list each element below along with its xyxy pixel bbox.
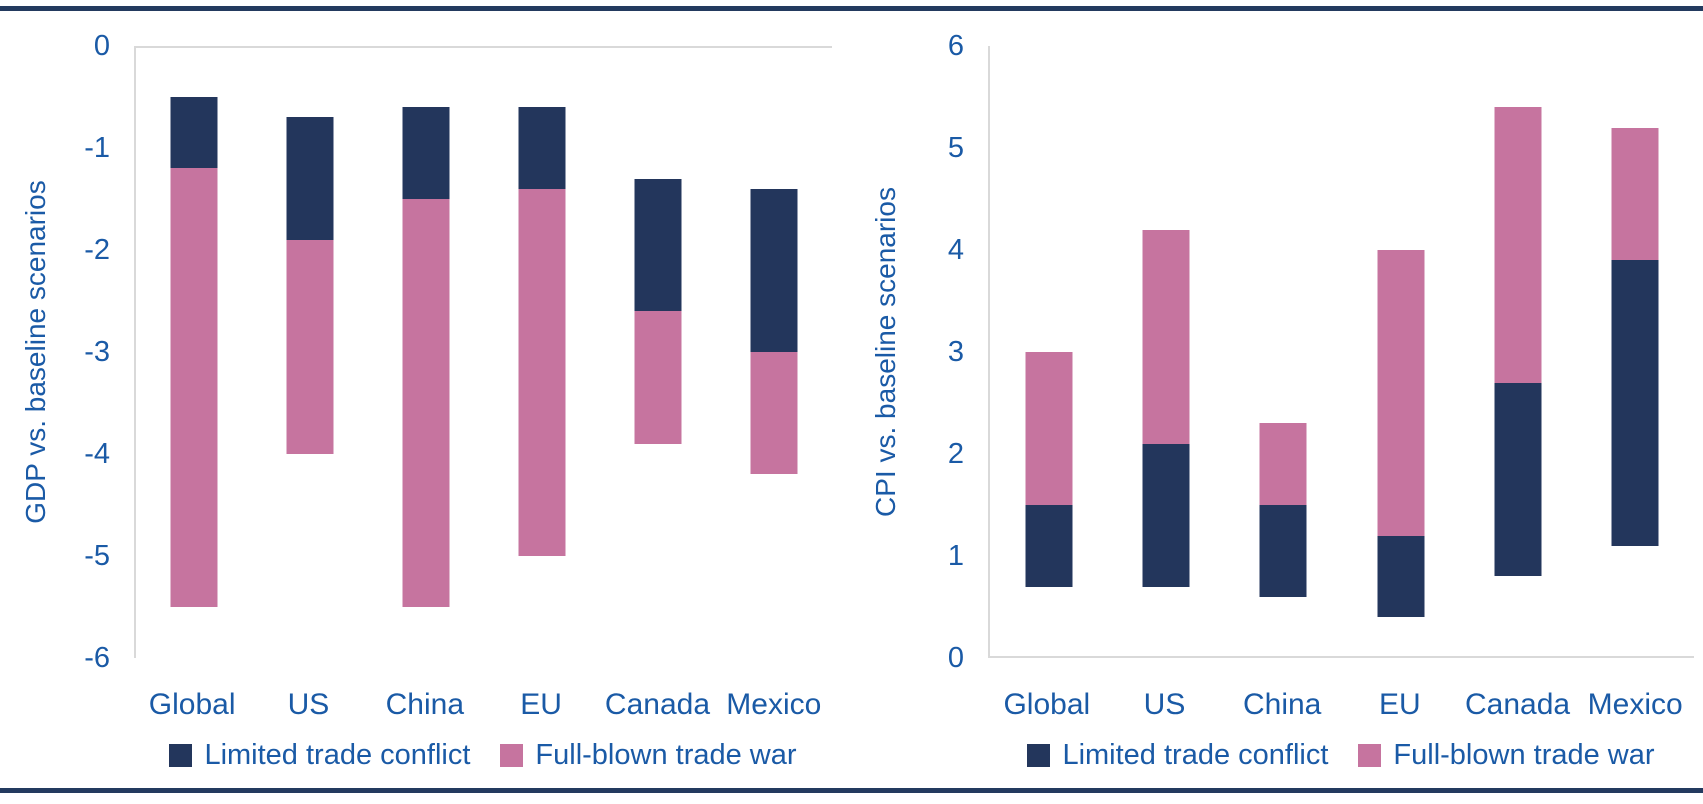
x-axis-label-china: China [1242, 688, 1322, 721]
x-axis-label-china: China [385, 688, 465, 721]
bar-segment-full-eu [518, 188, 566, 556]
category-band-canada [1459, 46, 1576, 658]
category-band-us [1107, 46, 1224, 658]
category-band-us [252, 46, 368, 658]
legend-label-limited: Limited trade conflict [1062, 738, 1329, 771]
y-tick-label: 5 [947, 132, 964, 164]
category-band-canada [600, 46, 716, 658]
x-axis-label-us: US [287, 688, 330, 721]
bar-segment-full-china [1259, 423, 1307, 505]
bar-segment-full-us [1142, 229, 1190, 444]
bar-segment-full-global [170, 168, 218, 607]
y-tick-label: -5 [84, 540, 110, 572]
category-band-mexico [716, 46, 832, 658]
x-axis-label-canada: Canada [604, 688, 711, 721]
bar-segment-full-canada [1494, 107, 1542, 383]
bar-segment-full-mexico [750, 352, 798, 475]
legend-item-full: Full-blown trade war [1358, 738, 1655, 772]
x-axis-labels: Global US China EU Canada Mexico [988, 686, 1694, 724]
bar-segment-full-canada [634, 311, 682, 444]
legend: Limited trade conflict Full-blown trade … [134, 738, 832, 772]
legend-swatch-full [500, 743, 524, 767]
x-axis-label-mexico: Mexico [726, 688, 822, 721]
bar-segment-limited-mexico [1611, 260, 1659, 546]
legend-swatch-full [1358, 743, 1382, 767]
bar-segment-limited-us [1142, 443, 1190, 587]
legend-label-full: Full-blown trade war [535, 738, 797, 771]
category-band-global [990, 46, 1107, 658]
zero-axis-line [136, 46, 832, 48]
bar-segment-full-us [286, 239, 334, 454]
x-axis-label-canada: Canada [1464, 688, 1571, 721]
x-axis-label-global: Global [1003, 688, 1091, 721]
bar-segment-limited-eu [518, 107, 566, 189]
y-tick-label: 1 [947, 540, 964, 572]
x-axis-labels: Global US China EU Canada Mexico [134, 686, 832, 724]
plot-area [988, 46, 1694, 658]
category-band-china [1225, 46, 1342, 658]
legend-swatch-limited [1027, 743, 1051, 767]
legend-item-full: Full-blown trade war [500, 738, 797, 772]
legend-swatch-limited [169, 743, 193, 767]
legend-label-full: Full-blown trade war [1393, 738, 1655, 771]
x-axis-label-mexico: Mexico [1587, 688, 1683, 721]
plot-area [134, 46, 832, 658]
category-band-eu [484, 46, 600, 658]
x-axis-label-eu: EU [520, 688, 562, 721]
bar-segment-limited-china [402, 107, 450, 199]
y-tick-label: 6 [947, 30, 964, 62]
legend-item-limited: Limited trade conflict [1027, 739, 1328, 772]
bar-segment-full-china [402, 199, 450, 607]
category-band-global [136, 46, 252, 658]
y-tick-label: -4 [84, 438, 110, 470]
y-tick-label: -3 [84, 336, 110, 368]
category-band-mexico [1577, 46, 1694, 658]
y-tick-label: 2 [947, 438, 964, 470]
bar-segment-full-mexico [1611, 127, 1659, 261]
y-tick-label: -2 [84, 234, 110, 266]
bar-segment-limited-global [170, 97, 218, 169]
y-tick-label: -6 [84, 642, 110, 674]
y-tick-label: 0 [947, 642, 964, 674]
bar-segment-limited-canada [1494, 382, 1542, 577]
bottom-border-rule [0, 788, 1703, 793]
y-tick-label: -1 [84, 132, 110, 164]
y-tick-label: 0 [93, 30, 110, 62]
bar-segment-full-global [1025, 352, 1073, 505]
x-axis-label-eu: EU [1379, 688, 1421, 721]
gdp-chart-panel: GDP vs. baseline scenarios 0 -1 -2 -3 -4 -5 -6… [0, 0, 850, 788]
bar-segment-limited-china [1259, 505, 1307, 597]
bar-segment-full-eu [1377, 250, 1425, 536]
legend-item-limited: Limited trade conflict [169, 739, 470, 772]
category-band-china [368, 46, 484, 658]
x-axis-label-global: Global [148, 688, 236, 721]
bar-segment-limited-canada [634, 178, 682, 312]
legend-label-limited: Limited trade conflict [204, 738, 471, 771]
legend: Limited trade conflict Full-blown trade … [988, 738, 1694, 772]
y-tick-label: 3 [947, 336, 964, 368]
bar-segment-limited-us [286, 117, 334, 240]
y-axis-ticks: 6 5 4 3 2 1 0 [850, 30, 988, 674]
bar-segment-limited-eu [1377, 535, 1425, 618]
bar-segment-limited-global [1025, 505, 1073, 587]
top-border-rule [0, 6, 1703, 11]
zero-axis-line [990, 656, 1694, 658]
category-band-eu [1342, 46, 1459, 658]
y-tick-label: 4 [947, 234, 964, 266]
y-axis-ticks: 0 -1 -2 -3 -4 -5 -6 [0, 30, 134, 674]
x-axis-label-us: US [1143, 688, 1186, 721]
bar-segment-limited-mexico [750, 188, 798, 352]
